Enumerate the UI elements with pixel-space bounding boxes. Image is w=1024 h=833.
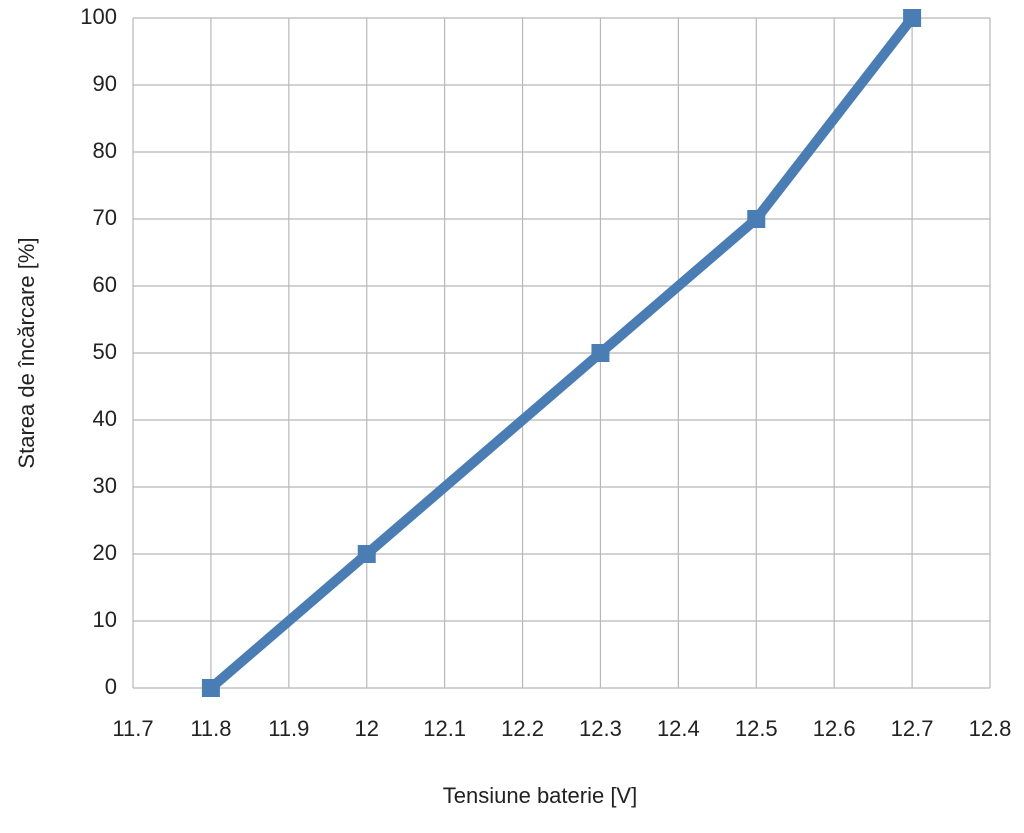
x-tick-label: 11.8 (190, 716, 231, 741)
y-tick-label: 40 (93, 406, 117, 431)
x-tick-label: 12.1 (423, 716, 466, 741)
x-tick-label: 12.6 (813, 716, 856, 741)
x-tick-label: 12.7 (891, 716, 934, 741)
data-point (201, 679, 220, 697)
y-tick-label: 80 (93, 138, 117, 163)
y-tick-label: 30 (93, 473, 117, 498)
x-axis-title: Tensiune baterie [V] (443, 783, 637, 808)
data-point (903, 9, 922, 27)
data-point (591, 344, 610, 362)
y-tick-label: 0 (105, 674, 117, 699)
y-axis-title: Starea de încărcare [%] (14, 237, 39, 468)
y-tick-label: 20 (93, 540, 117, 565)
y-tick-label: 60 (93, 272, 117, 297)
x-tick-label: 12.2 (501, 716, 544, 741)
x-tick-label: 12 (354, 716, 378, 741)
y-tick-label: 50 (93, 339, 117, 364)
x-tick-label: 12.5 (735, 716, 778, 741)
y-tick-label: 70 (93, 205, 117, 230)
x-tick-label: 12.4 (657, 716, 700, 741)
x-tick-label: 11.7 (112, 716, 153, 741)
y-tick-label: 10 (93, 607, 117, 632)
x-tick-label: 12.8 (969, 716, 1012, 741)
y-tick-label: 100 (80, 4, 117, 29)
data-point (357, 545, 376, 563)
x-tick-label: 12.3 (579, 716, 622, 741)
x-tick-label: 11.9 (268, 716, 309, 741)
data-point (747, 210, 766, 228)
y-tick-label: 90 (93, 71, 117, 96)
